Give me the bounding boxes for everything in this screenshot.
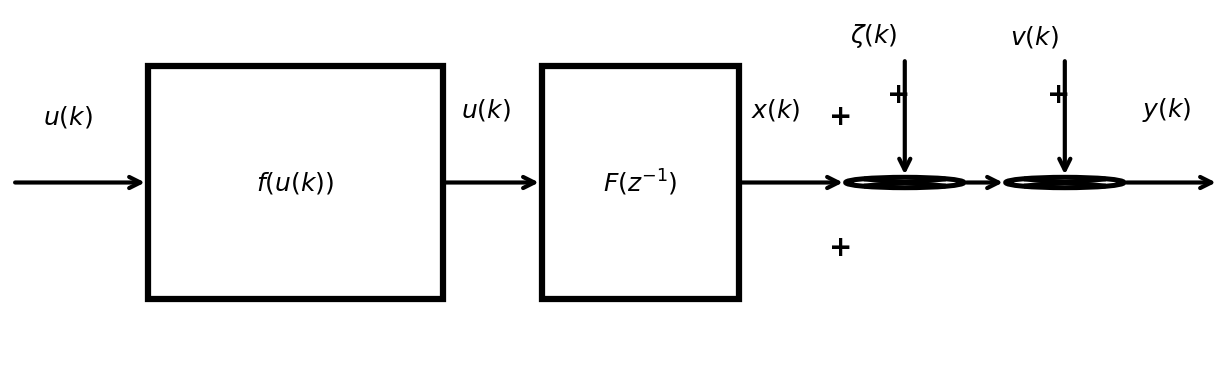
Text: +: +	[830, 234, 852, 262]
Text: +: +	[830, 103, 852, 131]
Text: +: +	[888, 81, 910, 109]
Text: $f(u(k))$: $f(u(k))$	[256, 169, 335, 196]
Text: $F(z^{-1})$: $F(z^{-1})$	[603, 168, 677, 197]
Text: $\zeta(k)$: $\zeta(k)$	[851, 23, 897, 50]
Text: $x(k)$: $x(k)$	[751, 96, 800, 123]
Text: $u(k)$: $u(k)$	[462, 96, 511, 123]
Text: $u(k)$: $u(k)$	[43, 104, 92, 130]
Text: +: +	[1048, 81, 1070, 109]
Ellipse shape	[846, 177, 964, 188]
Bar	[148, 66, 443, 299]
Text: $v(k)$: $v(k)$	[1009, 23, 1059, 50]
Text: $y(k)$: $y(k)$	[1142, 96, 1192, 123]
Ellipse shape	[1006, 177, 1124, 188]
Bar	[542, 66, 739, 299]
